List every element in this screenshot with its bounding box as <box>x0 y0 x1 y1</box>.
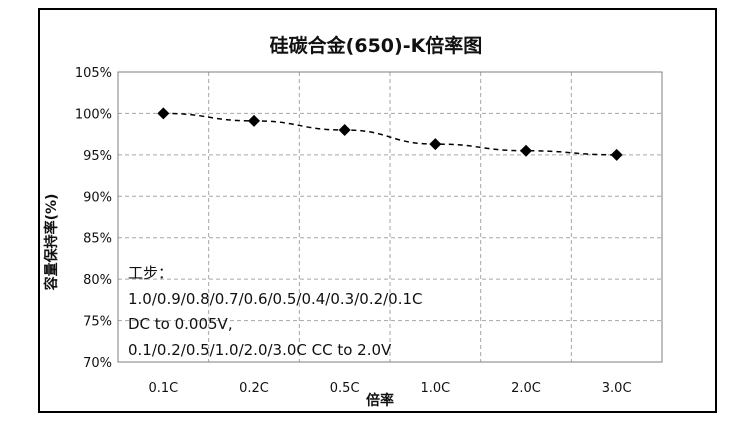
x-axis-ticks: 0.1C 0.2C 0.5C 1.0C 2.0C 3.0C <box>148 381 631 396</box>
y-axis-ticks: 70% 75% 80% 85% 90% 95% 100% 105% <box>75 66 112 371</box>
series-line <box>163 112 617 156</box>
data-point-marker <box>429 138 442 151</box>
x-tick-label: 0.5C <box>330 381 360 396</box>
data-point-marker <box>610 148 623 161</box>
gridlines <box>118 72 662 362</box>
series <box>157 107 623 161</box>
x-tick-label: 1.0C <box>420 381 450 396</box>
chart-title: 硅碳合金(650)-K倍率图 <box>270 34 483 57</box>
y-tick-label: 105% <box>75 66 112 81</box>
x-tick-label: 3.0C <box>602 381 632 396</box>
x-tick-label: 2.0C <box>511 381 541 396</box>
x-tick-label: 0.2C <box>239 381 269 396</box>
x-tick-label: 0.1C <box>148 381 178 396</box>
y-tick-label: 90% <box>83 190 112 205</box>
x-axis-title: 倍率 <box>366 392 394 409</box>
note-line-2: 1.0/0.9/0.8/0.7/0.6/0.5/0.4/0.3/0.2/0.1C <box>128 290 423 308</box>
y-tick-label: 75% <box>83 315 112 330</box>
data-point-marker <box>338 124 351 136</box>
plot-area <box>117 71 663 363</box>
y-tick-label: 80% <box>83 273 112 288</box>
chart-frame: 硅碳合金(650)-K倍率图 70% 75% 80% 85% 90% 95% 100% 105… <box>38 8 717 413</box>
y-tick-label: 70% <box>83 356 112 371</box>
data-point-marker <box>248 114 260 127</box>
chart: 硅碳合金(650)-K倍率图 70% 75% 80% 85% 90% 95% 100% 105… <box>43 34 663 409</box>
data-point-marker <box>157 107 170 120</box>
y-tick-label: 85% <box>83 232 112 247</box>
note-line-3: DC to 0.005V, <box>128 315 233 333</box>
y-axis-title: 容量保持率(%) <box>43 194 60 292</box>
process-note: 工步： 1.0/0.9/0.8/0.7/0.6/0.5/0.4/0.3/0.2/… <box>128 264 423 359</box>
y-tick-label: 95% <box>83 149 112 164</box>
y-tick-label: 100% <box>75 107 112 122</box>
note-line-4: 0.1/0.2/0.5/1.0/2.0/3.0C CC to 2.0V <box>128 341 392 359</box>
data-point-marker <box>520 144 532 157</box>
note-line-1: 工步： <box>128 264 173 282</box>
